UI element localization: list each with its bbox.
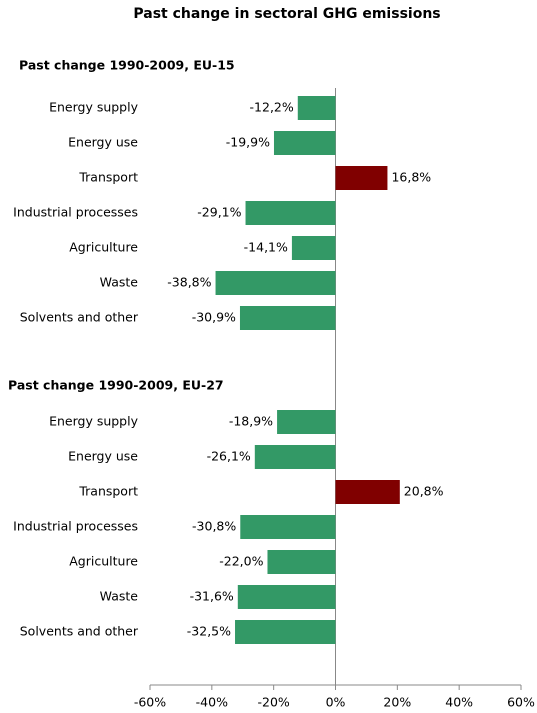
category-label: Transport	[78, 484, 138, 499]
x-tick-label: -40%	[196, 695, 228, 710]
bar	[291, 236, 336, 260]
x-tick-label: 40%	[445, 695, 473, 710]
category-label: Energy supply	[49, 100, 139, 115]
value-label: -31,6%	[190, 589, 234, 604]
category-label: Energy use	[68, 135, 138, 150]
x-tick-label: -20%	[258, 695, 290, 710]
category-label: Solvents and other	[20, 624, 139, 639]
value-label: -32,5%	[187, 624, 231, 639]
value-label: 16,8%	[391, 170, 431, 185]
value-label: -30,9%	[192, 310, 236, 325]
value-label: 20,8%	[404, 484, 444, 499]
bar	[237, 585, 336, 609]
value-label: -14,1%	[244, 240, 288, 255]
bar	[240, 515, 336, 539]
bar	[245, 201, 336, 225]
x-tick-label: 20%	[383, 695, 411, 710]
value-label: -22,0%	[219, 554, 263, 569]
category-label: Agriculture	[69, 554, 138, 569]
chart-title: Past change in sectoral GHG emissions	[133, 6, 440, 22]
category-label: Solvents and other	[20, 310, 139, 325]
value-label: -38,8%	[167, 275, 211, 290]
bar	[273, 131, 336, 155]
bar	[335, 166, 388, 190]
bar	[215, 271, 336, 295]
x-tick-label: -60%	[134, 695, 166, 710]
bar	[267, 550, 336, 574]
category-label: Energy use	[68, 449, 138, 464]
category-label: Waste	[100, 589, 139, 604]
value-label: -29,1%	[197, 205, 241, 220]
bar	[254, 445, 336, 469]
panel-title: Past change 1990-2009, EU-27	[8, 378, 224, 393]
category-label: Industrial processes	[13, 519, 138, 534]
category-label: Transport	[78, 170, 138, 185]
x-tick-label: 60%	[507, 695, 535, 710]
category-label: Industrial processes	[13, 205, 138, 220]
category-label: Agriculture	[69, 240, 138, 255]
value-label: -26,1%	[207, 449, 251, 464]
bar	[335, 480, 400, 504]
bar	[277, 410, 336, 434]
value-label: -19,9%	[226, 135, 270, 150]
value-label: -30,8%	[192, 519, 236, 534]
value-label: -12,2%	[250, 100, 294, 115]
value-label: -18,9%	[229, 414, 273, 429]
panel-title: Past change 1990-2009, EU-15	[19, 58, 235, 73]
bar	[297, 96, 336, 120]
bar	[235, 620, 336, 644]
x-tick-label: 0%	[326, 695, 346, 710]
category-label: Waste	[100, 275, 139, 290]
bar	[239, 306, 336, 330]
category-label: Energy supply	[49, 414, 139, 429]
